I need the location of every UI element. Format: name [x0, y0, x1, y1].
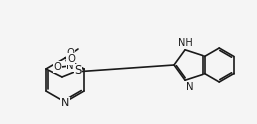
Text: O: O — [67, 54, 75, 64]
Text: N: N — [61, 98, 69, 108]
Text: NH: NH — [178, 38, 192, 48]
Text: N: N — [186, 82, 194, 92]
Text: S: S — [74, 64, 82, 78]
Text: O: O — [53, 62, 61, 72]
Text: O: O — [66, 48, 74, 58]
Text: N: N — [66, 61, 74, 71]
